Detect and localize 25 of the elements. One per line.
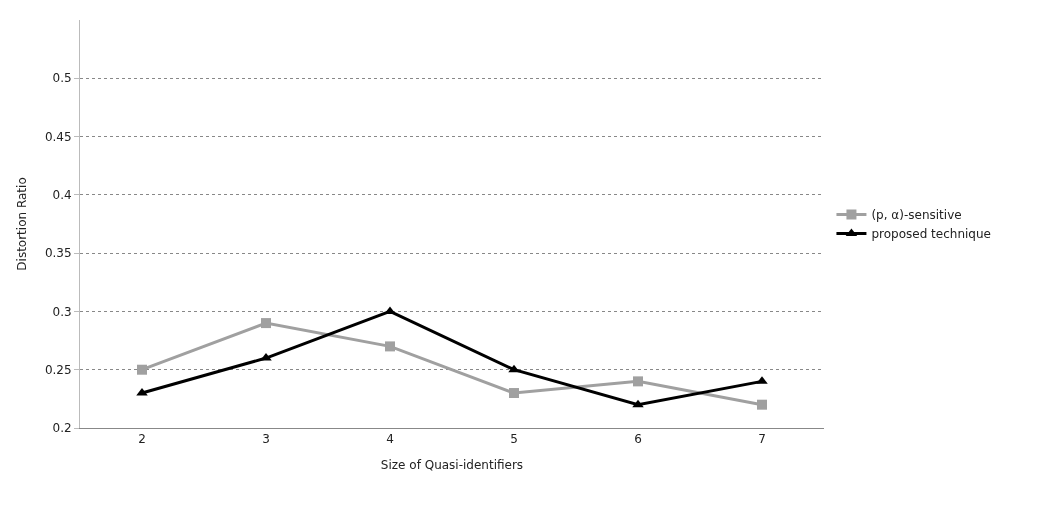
point	[757, 399, 767, 410]
point	[633, 376, 643, 387]
point	[509, 388, 519, 399]
x-tick-label: 4	[386, 432, 394, 447]
y-tick-label: 0.5	[52, 71, 72, 86]
point	[632, 399, 644, 408]
point	[385, 341, 395, 352]
y-tick-label: 0.45	[44, 129, 72, 144]
x-tick-label: 3	[262, 432, 270, 447]
y-tick-label: 0.2	[52, 421, 72, 436]
point	[137, 364, 147, 375]
y-tick-label: 0.4	[52, 188, 72, 203]
y-tick-label: 0.35	[44, 246, 72, 261]
x-axis-title: Size of Quasi-identifiers	[380, 458, 524, 473]
x-tick-label: 6	[634, 432, 642, 447]
x-tick-label: 5	[510, 432, 518, 447]
x-tick-label: 7	[758, 432, 766, 447]
y-axis-title: Distortion Ratio	[15, 177, 30, 271]
x-tick-label: 2	[138, 432, 146, 447]
point	[261, 318, 271, 329]
legend-label: proposed technique	[871, 227, 991, 242]
legend-label: (p, α)-sensitive	[871, 208, 962, 223]
y-tick-label: 0.3	[52, 304, 72, 319]
point	[508, 364, 520, 373]
y-tick-label: 0.25	[44, 362, 72, 377]
